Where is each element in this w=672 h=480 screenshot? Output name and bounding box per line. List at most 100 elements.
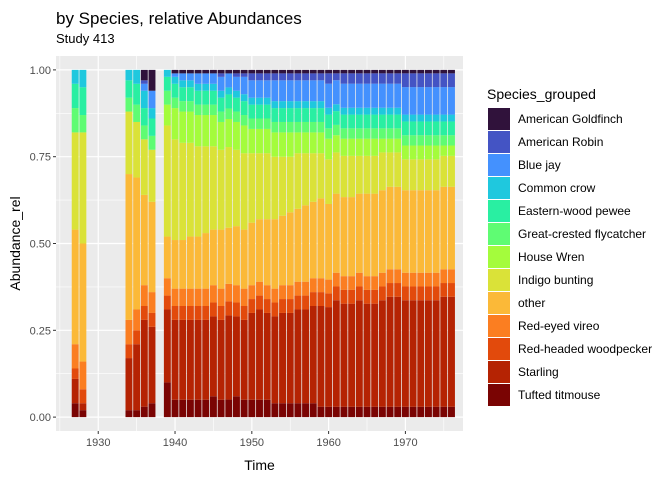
bar-segment <box>440 114 448 122</box>
bar-segment <box>125 111 133 175</box>
bar-segment <box>448 296 455 407</box>
bar-segment <box>248 285 256 300</box>
bar-segment <box>417 272 425 287</box>
bar-segment <box>348 83 356 108</box>
bar-segment <box>225 399 233 418</box>
bar-segment <box>271 80 279 102</box>
bar-segment <box>202 115 210 147</box>
legend-key <box>488 338 510 360</box>
bar-segment <box>332 152 340 194</box>
bar-segment <box>171 240 179 289</box>
bar-segment <box>294 121 302 133</box>
bar-segment <box>263 219 271 286</box>
bar-segment <box>355 300 363 407</box>
legend-key <box>488 200 510 222</box>
bar-segment <box>448 114 455 122</box>
bar-segment <box>133 344 141 411</box>
bar-segment <box>378 190 386 273</box>
bar-segment <box>378 73 386 84</box>
bar-segment <box>309 108 317 122</box>
bar-segment <box>355 73 363 84</box>
bar-segment <box>256 97 263 105</box>
y-tick-label: 0.25 <box>30 325 51 337</box>
legend-key <box>488 223 510 245</box>
bar-segment <box>279 69 286 74</box>
bar-segment <box>448 73 455 88</box>
bar-segment <box>163 125 171 237</box>
bar-segment <box>386 152 394 187</box>
bar-segment <box>440 87 448 115</box>
bar-segment <box>279 215 286 286</box>
bar-segment <box>217 69 225 74</box>
bar-segment <box>279 403 286 418</box>
bar-segment <box>202 399 210 418</box>
bar-segment <box>355 406 363 418</box>
bar-segment <box>294 309 302 404</box>
bar-segment <box>409 135 417 146</box>
bar-segment <box>186 111 194 143</box>
bar-segment <box>378 138 386 153</box>
bar-segment <box>271 108 279 122</box>
bar-segment <box>432 159 440 191</box>
bar-segment <box>363 69 371 74</box>
bar-segment <box>71 83 79 109</box>
bar-segment <box>332 272 340 287</box>
bar-segment <box>409 159 417 191</box>
bar-segment <box>79 69 87 88</box>
bar-segment <box>271 73 279 81</box>
bar-segment <box>179 80 187 88</box>
bar-segment <box>256 295 263 310</box>
bar-segment <box>371 289 379 304</box>
bar-segment <box>271 316 279 404</box>
bar-segment <box>394 406 402 418</box>
bar-segment <box>248 222 256 286</box>
bar-segment <box>448 269 455 284</box>
bar-segment <box>440 121 448 136</box>
bar-segment <box>71 344 79 369</box>
bar-segment <box>202 73 210 84</box>
bar-segment <box>417 159 425 191</box>
bar-segment <box>209 316 217 397</box>
bar-segment <box>417 121 425 136</box>
bar-segment <box>378 69 386 74</box>
bar-segment <box>355 128 363 139</box>
bar-segment <box>256 69 263 74</box>
bar-segment <box>424 300 432 407</box>
bar-segment <box>271 101 279 109</box>
bar-segment <box>256 153 263 220</box>
bar-segment <box>355 83 363 108</box>
bar-segment <box>248 97 256 105</box>
bar-segment <box>140 83 148 91</box>
legend-label: Blue jay <box>518 158 561 172</box>
bar-segment <box>424 114 432 122</box>
bar-segment <box>125 410 133 418</box>
bar-segment <box>417 73 425 88</box>
bar-segment <box>286 73 294 81</box>
bar-segment <box>240 125 248 154</box>
bar-segment <box>248 104 256 119</box>
x-tick-label: 1960 <box>316 437 340 449</box>
bar-segment <box>256 128 263 154</box>
bar-segment <box>355 138 363 156</box>
bar-segment <box>240 73 248 77</box>
bar-segment <box>386 406 394 418</box>
bar-segment <box>171 319 179 400</box>
bar-segment <box>163 104 171 126</box>
bar-segment <box>148 90 156 109</box>
bar-segment <box>448 145 455 156</box>
bar-segment <box>294 208 302 282</box>
bar-segment <box>386 73 394 84</box>
bar-segment <box>179 306 187 320</box>
bar-segment <box>233 285 240 303</box>
bar-segment <box>440 406 448 418</box>
bar-segment <box>417 406 425 418</box>
bar-segment <box>348 303 356 407</box>
bar-segment <box>248 312 256 400</box>
bar-segment <box>148 292 156 313</box>
bar-segment <box>371 83 379 108</box>
bar-segment <box>386 186 394 270</box>
bar-segment <box>325 73 333 84</box>
bar-segment <box>148 149 156 202</box>
bar-segment <box>302 403 310 418</box>
bar-segment <box>233 226 240 286</box>
